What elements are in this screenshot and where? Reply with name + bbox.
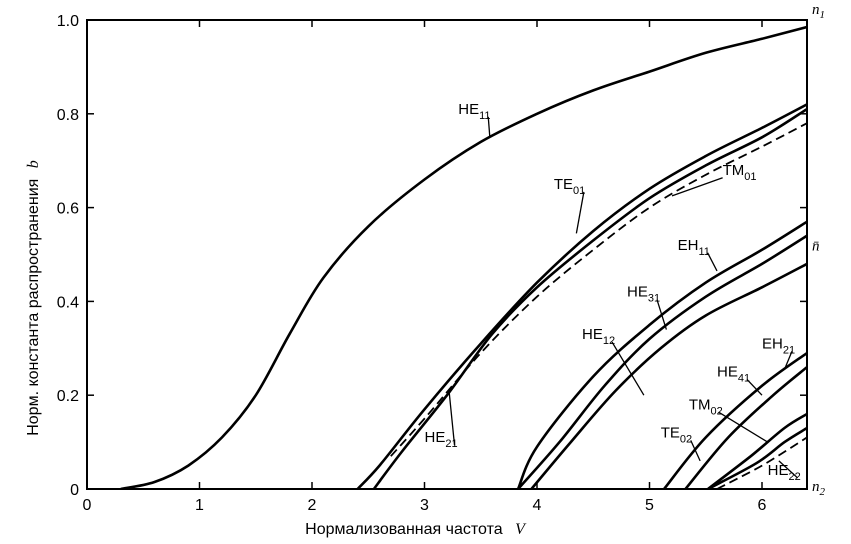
label-base: HE xyxy=(458,101,479,118)
label-sub: 21 xyxy=(783,344,795,356)
series-te02 xyxy=(707,426,807,489)
y-axis-variable: b xyxy=(25,160,42,168)
x-axis-title: Нормализованная частота V xyxy=(305,521,527,538)
right-axis-label: n1 xyxy=(812,2,825,21)
label-sub: 41 xyxy=(738,372,750,384)
x-tick-label: 1 xyxy=(195,497,204,514)
series-he22 xyxy=(716,436,807,489)
y-tick-label: 1.0 xyxy=(57,13,79,30)
leader-eh21 xyxy=(783,351,793,370)
series-tm02 xyxy=(707,412,807,489)
x-tick-label: 6 xyxy=(758,497,767,514)
label-te01: TE01 xyxy=(554,176,585,197)
x-tick-label: 4 xyxy=(533,497,542,514)
leader-te01 xyxy=(575,191,585,234)
y-axis-title-text: Норм. константа распространения xyxy=(25,179,42,436)
label-sub: 22 xyxy=(788,471,800,483)
label-sub: 02 xyxy=(680,433,692,445)
label-sub: 21 xyxy=(445,438,457,450)
y-tick-label: 0.8 xyxy=(57,107,79,124)
x-tick-label: 0 xyxy=(83,497,92,514)
x-axis-variable: V xyxy=(515,521,527,538)
label-sub: 01 xyxy=(744,171,756,183)
label-he12: HE12 xyxy=(582,326,615,347)
series-te01 xyxy=(356,103,807,489)
label-he11: HE11 xyxy=(458,101,490,122)
label-base: EH xyxy=(762,335,783,352)
label-sub: 12 xyxy=(603,335,615,347)
curves xyxy=(120,25,807,489)
leader-he12 xyxy=(611,341,645,396)
label-base: HE xyxy=(627,284,648,301)
right-axis-label-sub: 1 xyxy=(820,9,826,21)
leader-te02 xyxy=(690,440,701,462)
label-tm02: TM02 xyxy=(689,396,723,417)
plot-frame xyxy=(86,19,808,490)
right-axis-label: n̄ xyxy=(812,239,820,255)
label-eh11: EH11 xyxy=(678,237,710,258)
label-he31: HE31 xyxy=(627,284,660,305)
leader-he22 xyxy=(778,460,799,479)
series-eh21 xyxy=(663,351,807,489)
right-axis-label-base: n xyxy=(812,2,820,18)
series-he12 xyxy=(530,262,807,489)
label-base: HE xyxy=(717,363,738,380)
x-tick-label: 3 xyxy=(420,497,429,514)
label-te02: TE02 xyxy=(661,424,692,445)
leader-he31 xyxy=(656,299,667,330)
label-sub: 02 xyxy=(711,405,723,417)
x-tick-label: 2 xyxy=(308,497,317,514)
y-axis-title: Норм. константа распространения b xyxy=(25,160,42,436)
label-he41: HE41 xyxy=(717,363,750,384)
label-base: HE xyxy=(582,326,603,343)
label-eh21: EH21 xyxy=(762,335,795,356)
label-base: TE xyxy=(554,176,573,193)
x-tick-label: 5 xyxy=(645,497,654,514)
label-base: HE xyxy=(768,462,789,479)
series-he21 xyxy=(372,107,807,489)
leader-he21 xyxy=(448,392,456,446)
y-tick-label: 0.2 xyxy=(57,388,79,405)
label-base: TE xyxy=(661,424,680,441)
series-tm01 xyxy=(390,122,807,457)
leader-he41 xyxy=(746,378,763,396)
label-base: HE xyxy=(425,429,446,446)
right-axis-label-base: n xyxy=(812,479,820,495)
label-he22: HE22 xyxy=(768,462,801,483)
label-base: TM xyxy=(723,162,745,179)
right-axis-label: n2 xyxy=(812,479,826,498)
leader-he11 xyxy=(487,116,491,137)
label-tm01: TM01 xyxy=(723,162,757,183)
y-tick-label: 0 xyxy=(70,482,79,499)
label-he21: HE21 xyxy=(425,429,458,450)
leader-tm02 xyxy=(718,411,768,443)
x-axis-title-text: Нормализованная частота xyxy=(305,521,503,538)
label-sub: 11 xyxy=(479,110,490,122)
y-tick-label: 0.6 xyxy=(57,201,79,218)
label-base: EH xyxy=(678,237,699,254)
leader-eh11 xyxy=(707,252,718,272)
label-sub: 01 xyxy=(573,185,585,197)
leader-tm01 xyxy=(671,177,723,197)
y-tick-label: 0.4 xyxy=(57,294,79,311)
series-he41 xyxy=(684,366,807,489)
right-axis-label-base: n̄ xyxy=(812,239,820,255)
series-eh11 xyxy=(516,220,807,489)
label-sub: 31 xyxy=(648,293,660,305)
label-sub: 11 xyxy=(698,246,709,258)
right-axis-label-sub: 2 xyxy=(820,486,826,498)
series-he11 xyxy=(120,25,807,489)
series-he31 xyxy=(517,234,807,489)
label-base: TM xyxy=(689,396,711,413)
